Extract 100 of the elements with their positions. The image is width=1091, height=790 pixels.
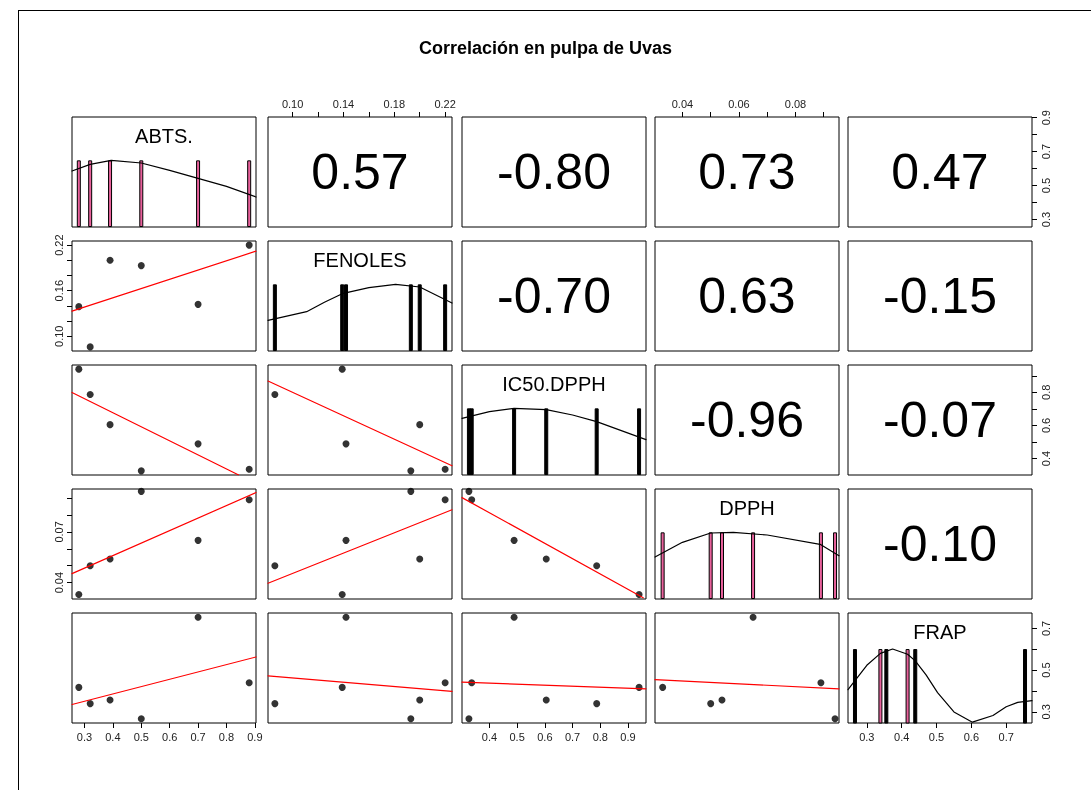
x-tick-label: 0.9 [247, 730, 263, 743]
point [194, 440, 202, 448]
point [465, 715, 473, 723]
point [75, 683, 83, 691]
point [749, 613, 757, 621]
x-tick-label: 0.4 [105, 730, 121, 743]
point [137, 715, 145, 723]
y-tick-label: 0.4 [1039, 450, 1052, 467]
x-tick-label: 0.5 [509, 730, 525, 743]
point [338, 365, 346, 373]
x-tick-label: 0.6 [162, 730, 178, 743]
point [542, 555, 550, 563]
x-tick-label: 0.06 [728, 97, 750, 110]
point [407, 715, 415, 723]
text: -0.10 [883, 516, 997, 572]
y-tick-label: 0.22 [52, 234, 65, 256]
point [416, 555, 424, 563]
point [510, 613, 518, 621]
y-tick-label: 0.7 [1039, 620, 1052, 637]
point [465, 487, 473, 495]
text: -0.96 [690, 392, 804, 448]
point [106, 256, 114, 264]
y-tick-label: 0.5 [1039, 662, 1052, 678]
x-tick-label: 0.6 [963, 730, 980, 743]
x-tick-label: 0.6 [537, 730, 553, 743]
point [416, 421, 424, 429]
x-tick-label: 0.9 [620, 730, 636, 743]
x-tick-label: 0.8 [592, 730, 608, 743]
point [441, 496, 449, 504]
y-tick-label: 0.8 [1039, 384, 1052, 400]
y-tick-label: 0.04 [52, 571, 65, 594]
point [194, 613, 202, 621]
x-tick-label: 0.5 [133, 730, 149, 743]
chart-title: FRAP [913, 621, 967, 643]
point [86, 343, 94, 351]
x-tick-label: 0.7 [564, 730, 581, 743]
point [194, 300, 202, 308]
x-tick-label: 0.3 [859, 730, 875, 743]
chart-title: DPPH [719, 497, 775, 519]
x-tick-label: 0.08 [784, 97, 807, 110]
point [137, 487, 145, 495]
x-tick-label: 0.4 [481, 730, 498, 743]
annotation: -0.07 [883, 392, 997, 448]
point [817, 679, 825, 687]
chart-title: IC50.DPPH [502, 373, 606, 395]
point [75, 590, 83, 598]
point [245, 496, 253, 504]
point [245, 679, 253, 687]
x-tick-label: 0.5 [928, 730, 945, 743]
point [831, 715, 839, 723]
point [542, 696, 550, 704]
point [245, 465, 253, 473]
y-tick-label: 0.3 [1039, 704, 1052, 720]
point [338, 590, 346, 598]
y-tick-label: 0.16 [52, 279, 65, 302]
chart-title: FENOLES [313, 249, 407, 271]
y-tick-label: 0.6 [1039, 417, 1052, 434]
y-tick-label: 0.9 [1039, 110, 1052, 126]
text: -0.80 [497, 144, 611, 200]
point [75, 365, 83, 373]
point [593, 562, 601, 570]
point [271, 700, 279, 708]
point [137, 262, 145, 270]
point [407, 487, 415, 495]
x-tick-label: 0.04 [671, 97, 694, 110]
text: -0.15 [883, 268, 997, 324]
x-tick-label: 0.7 [190, 730, 206, 743]
x-tick-label: 0.4 [894, 730, 910, 743]
x-tick-label: 0.18 [383, 97, 406, 110]
point [342, 536, 350, 544]
point [338, 683, 346, 691]
x-tick-label: 0.8 [218, 730, 235, 743]
text: -0.70 [497, 268, 611, 324]
annotation: 0.57 [311, 144, 409, 200]
point [271, 390, 279, 398]
point [137, 467, 145, 475]
x-tick-label: 0.3 [76, 730, 93, 743]
y-tick-label: 0.5 [1039, 177, 1052, 194]
point [510, 536, 518, 544]
point [245, 241, 253, 249]
text: Correlación en pulpa de Uvas [418, 37, 673, 58]
point [194, 536, 202, 544]
point [707, 700, 715, 708]
point [106, 421, 114, 429]
annotation: 0.47 [891, 144, 989, 200]
y-tick-label: 0.10 [52, 325, 65, 347]
point [593, 700, 601, 708]
point [441, 465, 449, 473]
point [441, 679, 449, 687]
point [659, 683, 667, 691]
point [86, 390, 94, 398]
x-tick-label: 0.22 [434, 97, 456, 110]
text: 0.63 [698, 268, 796, 324]
point [86, 700, 94, 708]
x-tick-label: 0.7 [998, 730, 1014, 743]
y-tick-label: 0.07 [52, 521, 65, 543]
point [407, 467, 415, 475]
y-tick-label: 0.7 [1039, 143, 1052, 160]
point [416, 696, 424, 704]
chart-title: ABTS. [135, 125, 193, 147]
